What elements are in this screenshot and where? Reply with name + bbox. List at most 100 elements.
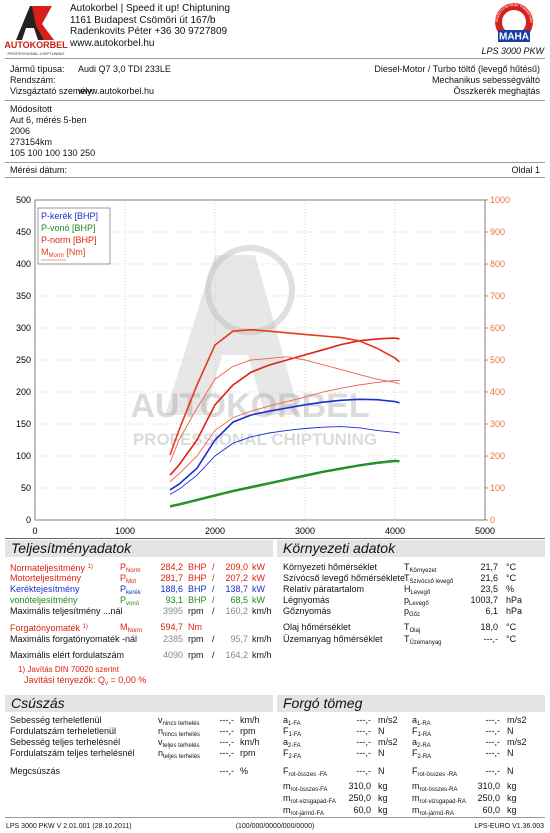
slip-value: ---,-: [219, 748, 235, 758]
legend-entry: P-norm [BHP]: [41, 235, 97, 245]
mass-value: ---,-: [485, 766, 501, 776]
symbol: F2-RA: [412, 748, 432, 760]
symbol: mrot-összes-FA: [283, 781, 328, 793]
y-tick-label: 200: [16, 387, 31, 397]
symbol: TSzívócső levegő: [404, 573, 454, 585]
symbol-sub: Levegő: [409, 601, 429, 607]
env-label: Környezeti hőmérséklet: [283, 562, 378, 572]
series-line: [169, 459, 400, 507]
symbol: mrot-összes-RA: [412, 781, 458, 793]
series-line: [169, 398, 400, 491]
vehicle-note: Módosított: [10, 104, 53, 114]
env-unit: °C: [506, 634, 517, 644]
y-tick-label: 300: [16, 323, 31, 333]
symbol: a1-FA: [283, 715, 301, 727]
mass-unit: kg: [507, 805, 517, 815]
perf-unit: rpm: [188, 606, 204, 616]
slip-unit: rpm: [240, 748, 256, 758]
divider: [5, 177, 545, 178]
vehicle-info: Mechanikus sebességváltó: [431, 75, 540, 85]
vehicle-note: 273154km: [10, 137, 53, 147]
slip-value: ---,-: [219, 766, 235, 776]
series-line: [169, 461, 400, 508]
watermark-gauge: [205, 245, 295, 335]
slip-value: ---,-: [219, 737, 235, 747]
note: 1): [82, 624, 88, 630]
section-title: Teljesítményadatok: [5, 540, 273, 557]
slip-label: Sebesség terheletlenül: [10, 715, 102, 725]
y2-tick-label: 500: [490, 355, 505, 365]
mass-value: ---,-: [356, 726, 372, 736]
symbol: a2-RA: [412, 737, 431, 749]
legend-entry: MMorm [Nm]: [41, 247, 85, 259]
vehicle-note: 105 100 100 130 250: [10, 148, 96, 158]
symbol-sub: Gőz: [409, 612, 421, 618]
mass-value: ---,-: [485, 737, 501, 747]
symbol-sub: 2-RA: [417, 754, 432, 760]
mass-unit: N: [378, 748, 385, 758]
perf-unit2: kW: [252, 562, 265, 572]
mass-value: ---,-: [485, 748, 501, 758]
mass-unit: kg: [507, 781, 517, 791]
symbol-sub: 2-FA: [288, 743, 301, 749]
maha-ring: [502, 10, 526, 34]
slip-unit: km/h: [240, 737, 260, 747]
y2-tick-label: 400: [490, 387, 505, 397]
symbol-sub: rot-összes -RA: [417, 772, 458, 778]
symbol: TKörnyezet: [404, 562, 437, 574]
mass-unit: kg: [378, 781, 388, 791]
env-label: Légnyomás: [283, 595, 330, 605]
company-line: www.autokorbel.hu: [70, 37, 155, 49]
symbol-sub: rot-vizsgapad-RA: [419, 799, 466, 805]
perf-unit: rpm: [188, 634, 204, 644]
x-tick-label: 0: [32, 526, 37, 535]
company-line: Radenkovits Péter +36 30 9727809: [70, 26, 228, 37]
mass-unit: kg: [378, 805, 388, 815]
perf-label: Maximális elért fordulatszám: [10, 650, 125, 660]
separator: /: [212, 595, 215, 605]
symbol: MNorm: [120, 622, 143, 634]
vehicle-label: Jármű típusa:: [10, 64, 65, 74]
section-title: Csúszás: [5, 695, 273, 712]
watermark: PROFESSIONAL CHIPTUNING: [133, 430, 377, 449]
env-label: Relatív páratartalom: [283, 584, 365, 594]
x-tick-label: 3000: [295, 526, 315, 535]
env-unit: °C: [506, 622, 517, 632]
perf-unit: rpm: [188, 650, 204, 660]
env-unit: hPa: [506, 595, 523, 605]
symbol-sub: nincs terhelés: [162, 721, 200, 727]
symbol-sub: 1-RA: [417, 732, 432, 738]
slip-value: ---,-: [219, 715, 235, 725]
symbol: Pkerék: [120, 584, 141, 596]
perf-label: Maximális forgatónyomaték -nál: [10, 634, 138, 644]
y-tick-label: 150: [16, 419, 31, 429]
env-unit: %: [506, 584, 515, 594]
divider: [5, 58, 545, 59]
perf-unit: BHP: [188, 584, 207, 594]
slip-label: Fordulatszám teljes terhelésnél: [10, 748, 135, 758]
perf-unit: BHP: [188, 562, 207, 572]
perf-unit2: km/h: [252, 634, 272, 644]
symbol-sub: Környezet: [409, 568, 437, 574]
chart: 0501001502002503003504004505000100200300…: [16, 195, 510, 535]
symbol-sub: rot-jármű-FA: [290, 811, 324, 817]
divider: [5, 817, 545, 818]
y2-tick-label: 200: [490, 451, 505, 461]
env-value: 21,7: [480, 562, 498, 572]
symbol: vteljes terhelés: [158, 737, 200, 749]
perf-value: 4090: [162, 650, 183, 660]
logo: AUTOKORBEL PROFESSIONAL CHIPTUNING: [4, 6, 68, 56]
perf-unit2: kW: [252, 595, 265, 605]
series-line: [169, 380, 400, 482]
symbol: a2-FA: [283, 737, 301, 749]
y2-tick-label: 800: [490, 259, 505, 269]
maha-brand: MAHA: [499, 32, 529, 43]
logo-mark: [32, 6, 54, 40]
x-tick-label: 2000: [205, 526, 225, 535]
symbol-sub: 1-RA: [417, 721, 431, 727]
symbol-sub: 1-FA: [288, 732, 302, 738]
x-tick-label: 5000: [475, 526, 495, 535]
slip-unit: km/h: [240, 715, 260, 725]
perf-unit2: km/h: [252, 606, 272, 616]
separator: /: [212, 606, 215, 616]
